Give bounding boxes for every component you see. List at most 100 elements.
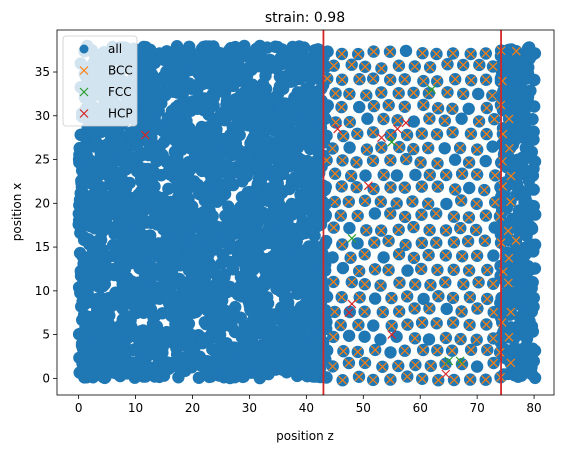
- point-bcc: [400, 74, 410, 84]
- point-all: [149, 209, 162, 222]
- point-all: [353, 100, 366, 114]
- point-all: [176, 89, 189, 102]
- point-all: [197, 222, 211, 235]
- point-all: [240, 321, 253, 335]
- point-bcc: [448, 127, 458, 137]
- point-all: [519, 193, 532, 206]
- point-hcp: [393, 124, 402, 134]
- point-bcc: [433, 182, 443, 192]
- point-all: [515, 58, 529, 72]
- point-bcc: [369, 101, 379, 111]
- point-all: [203, 76, 217, 90]
- point-all: [226, 307, 239, 320]
- point-bcc: [480, 236, 490, 246]
- legend-box: [62, 35, 138, 127]
- point-all: [523, 314, 536, 328]
- point-all: [176, 353, 189, 366]
- x-tick-label: 40: [299, 401, 314, 415]
- point-all: [140, 242, 154, 256]
- point-hcp: [401, 118, 411, 128]
- point-all: [301, 154, 314, 168]
- point-bcc: [347, 60, 357, 70]
- point-hcp: [387, 330, 397, 340]
- point-bcc: [360, 279, 370, 289]
- point-all: [214, 181, 227, 194]
- point-all: [293, 254, 306, 267]
- point-all: [137, 370, 150, 383]
- legend-label: BCC: [108, 64, 133, 78]
- point-bcc: [448, 49, 458, 58]
- series-all: [72, 39, 542, 387]
- point-all: [142, 344, 155, 358]
- point-all: [216, 320, 229, 333]
- point-bcc: [466, 75, 476, 85]
- point-bcc: [448, 318, 458, 327]
- point-bcc: [432, 318, 442, 328]
- point-all: [343, 221, 356, 235]
- point-all: [504, 321, 517, 334]
- point-all: [189, 233, 203, 247]
- point-all: [417, 292, 430, 306]
- point-bcc: [384, 100, 394, 110]
- point-all: [512, 204, 526, 217]
- point-all: [136, 76, 149, 89]
- point-all: [261, 194, 274, 207]
- point-all: [518, 104, 531, 118]
- point-bcc: [458, 89, 468, 99]
- point-all: [121, 203, 135, 216]
- point-all: [422, 333, 436, 346]
- point-bcc: [503, 226, 513, 236]
- point-bcc: [385, 209, 395, 218]
- point-bcc: [489, 358, 499, 368]
- point-all: [254, 340, 267, 353]
- y-axis-label: position x: [10, 183, 24, 241]
- point-all: [289, 170, 302, 184]
- point-all: [188, 63, 201, 76]
- point-bcc: [463, 236, 473, 246]
- point-bcc: [376, 197, 386, 207]
- point-fcc: [455, 356, 465, 366]
- point-all: [287, 222, 300, 236]
- point-bcc: [417, 374, 427, 384]
- point-bcc: [481, 75, 491, 85]
- point-all: [224, 215, 237, 228]
- point-all: [223, 229, 237, 243]
- point-all: [297, 115, 310, 128]
- point-all: [527, 245, 540, 258]
- point-all: [94, 349, 107, 362]
- point-all: [224, 42, 237, 55]
- point-bcc: [378, 307, 388, 317]
- x-tick-label: 30: [242, 401, 257, 415]
- point-all: [295, 135, 308, 149]
- legend-entry-bcc: BCC: [79, 64, 133, 78]
- point-bcc: [511, 236, 521, 245]
- point-all: [201, 63, 214, 77]
- point-all: [154, 76, 167, 89]
- point-all: [522, 130, 536, 143]
- point-bcc: [322, 74, 332, 84]
- point-all: [302, 240, 316, 253]
- point-bcc: [370, 345, 380, 355]
- point-bcc: [481, 49, 491, 58]
- point-all: [113, 254, 126, 268]
- point-bcc: [423, 199, 433, 209]
- point-all: [326, 251, 339, 264]
- point-all: [525, 303, 538, 317]
- point-all: [198, 272, 212, 285]
- point-all: [175, 170, 188, 184]
- point-all: [297, 41, 311, 54]
- point-bcc: [360, 307, 369, 317]
- point-all: [260, 227, 273, 241]
- point-all: [521, 90, 535, 104]
- point-all: [486, 140, 499, 153]
- point-bcc: [409, 222, 418, 232]
- point-all: [320, 315, 333, 329]
- point-all: [342, 329, 356, 342]
- series-hcp: [140, 118, 451, 379]
- point-bcc: [329, 277, 338, 287]
- point-bcc: [482, 103, 492, 113]
- point-bcc: [369, 47, 379, 56]
- point-all: [114, 369, 127, 383]
- point-bcc: [489, 114, 499, 124]
- point-all: [472, 87, 485, 101]
